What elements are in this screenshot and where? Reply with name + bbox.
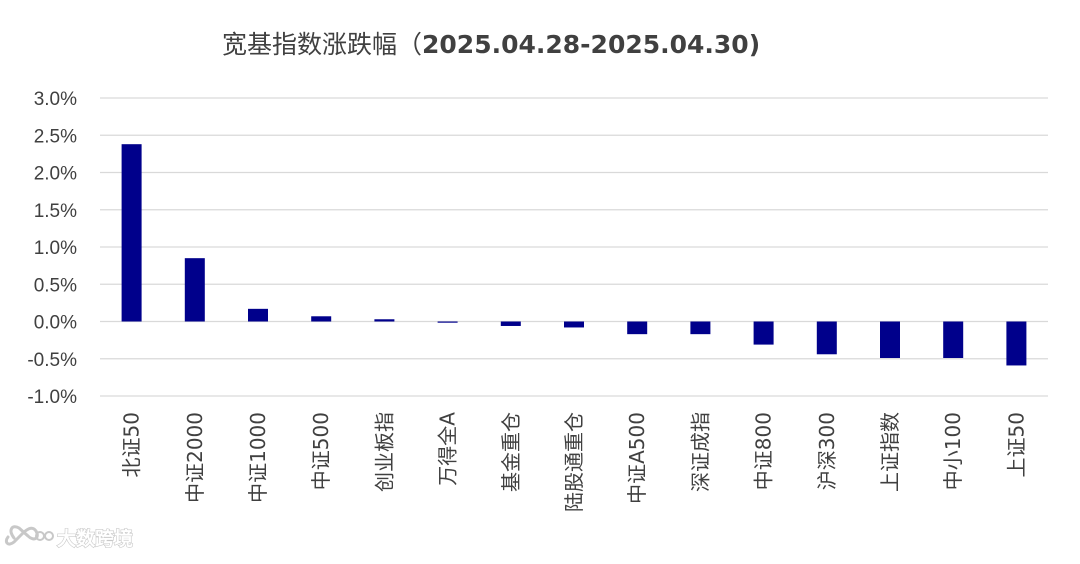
x-tick-label: 中证A500 <box>625 412 649 504</box>
x-axis-ticks: 北证50 中证2000 中证1000 中证500 创业板指 万得全A 基金重仓 陆股通重仓 中证… <box>120 412 1029 512</box>
bar <box>880 321 900 359</box>
x-tick-label: 陆股通重仓 <box>562 412 586 512</box>
x-tick-label: 中证500 <box>309 412 333 490</box>
gridlines <box>100 97 1048 397</box>
y-tick-label: 0.5% <box>34 275 77 296</box>
bar <box>690 321 711 335</box>
infinity-logo-icon <box>4 525 54 546</box>
y-tick-label: 1.5% <box>34 201 77 222</box>
bar <box>943 321 964 359</box>
x-tick-label: 基金重仓 <box>499 412 523 492</box>
x-tick-label: 创业板指 <box>372 412 396 492</box>
bar <box>374 319 395 322</box>
x-tick-label: 上证指数 <box>878 412 902 492</box>
y-tick-label: 2.5% <box>34 126 77 147</box>
x-tick-label: 上证50 <box>1004 412 1028 477</box>
x-tick-label: 中证800 <box>752 412 776 490</box>
x-tick-label: 中证2000 <box>183 412 207 503</box>
x-tick-label: 深证成指 <box>688 412 712 492</box>
bar <box>437 321 458 323</box>
y-tick-label: 1.0% <box>34 238 77 259</box>
y-tick-label: -1.0% <box>27 387 77 408</box>
x-tick-label: 北证50 <box>120 412 144 477</box>
bars <box>121 144 1027 366</box>
bar <box>816 321 837 355</box>
x-tick-label: 万得全A <box>436 412 460 486</box>
y-tick-label: 0.0% <box>34 313 77 334</box>
bar <box>248 308 268 322</box>
x-tick-label: 中小100 <box>941 412 965 490</box>
bar <box>184 258 205 322</box>
chart-title-date: 2025.04.28-2025.04.30) <box>422 30 760 59</box>
bar <box>311 316 332 322</box>
y-tick-label: 3.0% <box>34 89 77 110</box>
bar <box>564 321 584 328</box>
watermark: 大数跨境 <box>4 525 134 551</box>
x-tick-label: 沪深300 <box>815 412 839 490</box>
x-tick-label: 中证1000 <box>246 412 270 503</box>
bar <box>627 321 648 335</box>
y-axis-ticks: 3.0% 2.5% 2.0% 1.5% 1.0% 0.5% 0.0% -0.5% -1.0% <box>27 89 77 408</box>
chart-title: 宽基指数涨跌幅（2025.04.28-2025.04.30) <box>222 30 760 59</box>
y-tick-label: -0.5% <box>27 350 77 371</box>
bar <box>753 321 774 345</box>
chart-title-main: 宽基指数涨跌幅（ <box>222 30 422 59</box>
bar <box>500 321 521 326</box>
bar <box>121 144 142 322</box>
watermark-text: 大数跨境 <box>57 527 133 550</box>
y-tick-label: 2.0% <box>34 164 77 185</box>
bar <box>1006 321 1027 366</box>
